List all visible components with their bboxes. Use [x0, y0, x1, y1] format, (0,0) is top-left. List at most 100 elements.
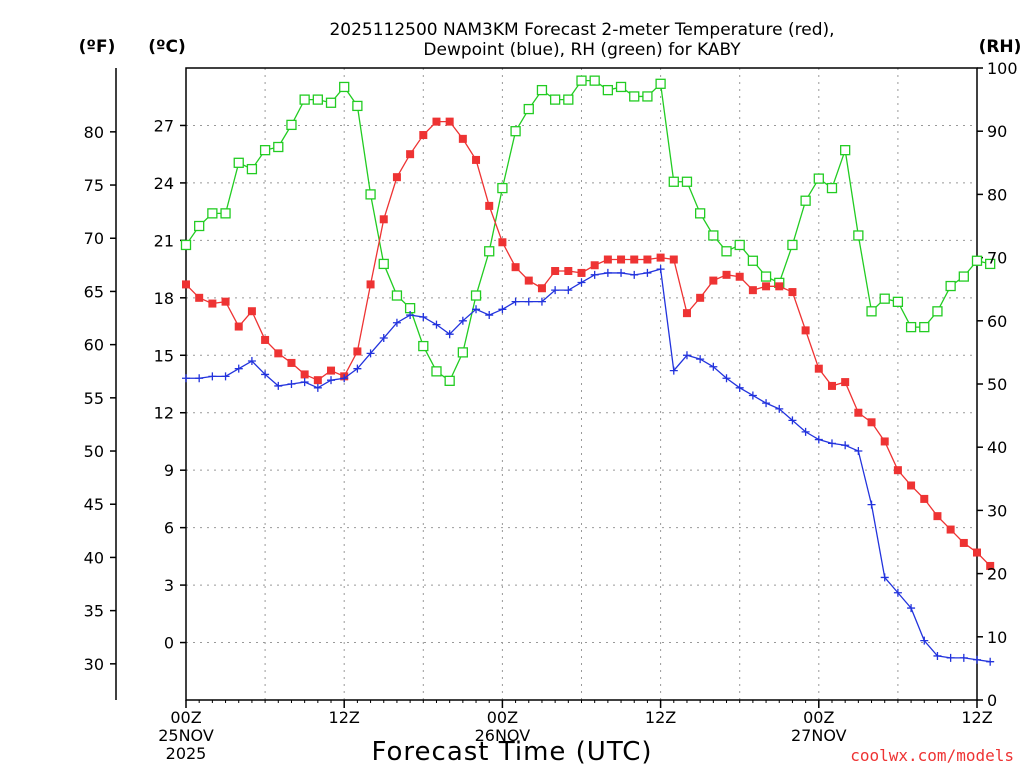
data-point — [986, 561, 995, 570]
data-point — [261, 335, 270, 344]
data-point — [788, 416, 797, 425]
data-point — [747, 255, 759, 266]
data-point — [564, 286, 573, 295]
rh-tick-label: 100 — [987, 59, 1018, 78]
data-point — [300, 378, 309, 387]
data-point — [932, 306, 943, 317]
fahrenheit-tick-label: 70 — [84, 229, 104, 248]
data-point — [669, 366, 678, 375]
data-point — [458, 316, 467, 325]
data-point — [418, 340, 429, 352]
fahrenheit-tick-label: 50 — [84, 442, 104, 461]
data-point — [536, 84, 548, 96]
data-point — [907, 604, 916, 613]
data-point — [696, 355, 705, 364]
data-point — [366, 349, 375, 358]
series-2-meter-temperature — [182, 117, 995, 570]
data-point — [615, 81, 627, 93]
celsius-tick-label: 0 — [164, 634, 174, 653]
data-point — [893, 588, 902, 597]
data-point — [656, 253, 665, 262]
credit-text[interactable]: coolwx.com/models — [850, 746, 1014, 765]
data-point — [511, 297, 520, 306]
data-point — [523, 103, 534, 115]
data-point — [787, 239, 798, 251]
data-point — [247, 357, 256, 366]
data-point — [313, 376, 322, 385]
celsius-tick-label: 12 — [154, 404, 174, 423]
data-point — [602, 84, 614, 96]
data-point — [880, 573, 889, 582]
data-point — [880, 437, 889, 446]
x-tick-label: 12Z — [645, 708, 676, 727]
series-rh — [180, 75, 996, 386]
data-point — [352, 100, 363, 112]
axis-tick-labels: 2724211815129630807570656055504540353010… — [84, 59, 1018, 763]
data-point — [708, 230, 719, 241]
data-point — [590, 270, 599, 279]
data-point — [590, 261, 599, 270]
data-point — [312, 94, 323, 105]
data-point — [182, 374, 190, 383]
data-point — [841, 378, 850, 387]
data-point — [762, 282, 771, 291]
data-point — [498, 238, 507, 247]
data-point — [274, 349, 283, 358]
data-point — [973, 655, 981, 664]
rh-tick-label: 40 — [987, 438, 1007, 457]
rh-tick-label: 70 — [987, 249, 1007, 268]
data-point — [735, 383, 744, 392]
data-point — [893, 466, 902, 475]
x-tick-label: 00Z — [803, 708, 834, 727]
data-point — [194, 220, 205, 232]
data-point — [391, 290, 403, 301]
x-tick-date: 25NOV — [158, 726, 214, 745]
data-point — [261, 370, 270, 379]
data-point — [735, 272, 744, 281]
data-point — [564, 267, 573, 276]
data-point — [709, 362, 718, 371]
data-point — [524, 297, 533, 306]
x-tick-label: 12Z — [961, 708, 992, 727]
data-point — [549, 94, 561, 105]
chart-title-line2: Dewpoint (blue), RH (green) for KABY — [423, 40, 741, 60]
data-point — [721, 246, 732, 257]
data-point — [457, 347, 469, 358]
data-point — [510, 126, 521, 137]
data-point — [472, 155, 481, 164]
data-point — [722, 270, 731, 279]
celsius-tick-label: 15 — [154, 346, 174, 365]
data-point — [905, 321, 917, 333]
data-point — [826, 182, 838, 194]
x-tick-year: 2025 — [166, 744, 207, 763]
data-point — [392, 318, 401, 327]
data-point — [577, 278, 586, 287]
data-point — [524, 276, 533, 285]
series-line — [186, 268, 991, 663]
data-point — [207, 208, 218, 219]
series-dewpoint — [182, 265, 995, 666]
data-point — [233, 157, 244, 168]
data-point — [643, 255, 652, 264]
data-point — [406, 150, 415, 159]
data-point — [221, 372, 230, 381]
data-point — [813, 173, 824, 184]
data-point — [827, 381, 836, 390]
data-point — [642, 91, 653, 102]
data-point — [287, 380, 296, 388]
chart-title-line1: 2025112500 NAM3KM Forecast 2-meter Tempe… — [329, 20, 834, 40]
data-point — [617, 255, 626, 264]
data-point — [801, 427, 810, 436]
data-point — [841, 441, 850, 450]
data-point — [682, 351, 691, 360]
data-point — [259, 145, 271, 156]
data-point — [959, 653, 968, 662]
data-point — [182, 280, 190, 289]
data-point — [617, 268, 626, 277]
fahrenheit-tick-label: 35 — [84, 602, 104, 621]
data-point — [681, 176, 693, 187]
data-point — [827, 439, 836, 448]
data-point — [378, 258, 389, 270]
data-point — [313, 383, 322, 392]
data-point — [958, 271, 969, 282]
